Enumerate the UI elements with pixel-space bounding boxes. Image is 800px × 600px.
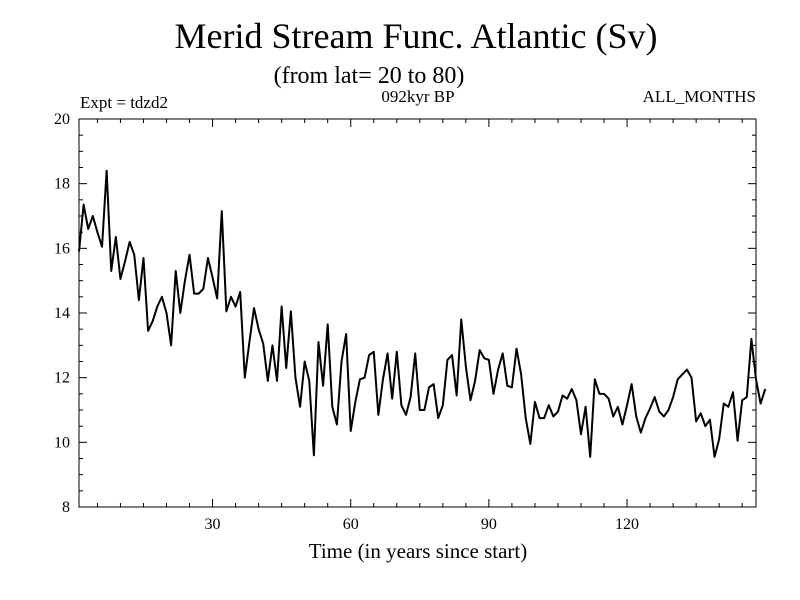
y-tick-label: 8 — [62, 499, 70, 516]
y-tick-label: 12 — [54, 370, 70, 387]
y-tick-label: 10 — [54, 434, 70, 451]
chart-subtitle: (from lat= 20 to 80) — [274, 63, 465, 89]
x-axis-label: Time (in years since start) — [309, 539, 528, 563]
axis-ticks — [79, 118, 756, 508]
chart-title: Merid Stream Func. Atlantic (Sv) — [175, 16, 658, 56]
y-tick-label: 18 — [54, 176, 70, 193]
period-label: 092kyr BP — [381, 87, 454, 106]
y-tick-label: 20 — [54, 111, 70, 128]
y-tick-labels: 8 10 12 14 16 18 20 — [54, 111, 70, 516]
x-tick-label: 90 — [481, 516, 497, 533]
x-tick-label: 30 — [205, 516, 221, 533]
experiment-label: Expt = tdzd2 — [80, 93, 168, 112]
x-tick-labels: 30 60 90 120 — [205, 516, 639, 533]
series-line — [78, 169, 767, 458]
y-tick-label: 16 — [54, 240, 70, 257]
x-tick-label: 60 — [343, 516, 359, 533]
x-tick-label: 120 — [615, 516, 639, 533]
y-tick-label: 14 — [54, 305, 70, 322]
series-layer — [78, 169, 767, 458]
season-label: ALL_MONTHS — [643, 87, 756, 106]
